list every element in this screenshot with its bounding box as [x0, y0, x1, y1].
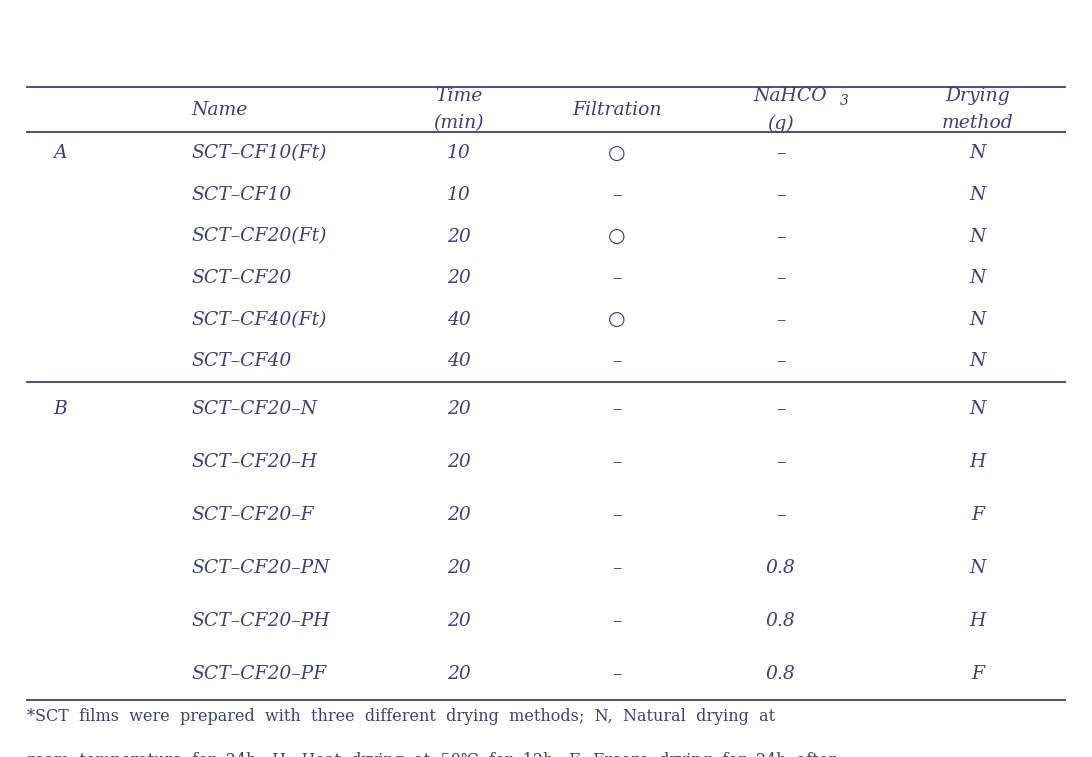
Text: SCT–CF20–H: SCT–CF20–H — [191, 453, 317, 471]
Text: –: – — [776, 228, 785, 245]
Text: 40: 40 — [447, 311, 471, 329]
Text: 20: 20 — [447, 228, 471, 245]
Text: method: method — [941, 114, 1013, 132]
Text: 20: 20 — [447, 453, 471, 471]
Text: B: B — [54, 400, 67, 418]
Text: –: – — [613, 353, 621, 370]
Text: –: – — [776, 506, 785, 524]
Text: 10: 10 — [447, 145, 471, 162]
Text: N: N — [970, 353, 985, 370]
Text: –: – — [776, 453, 785, 471]
Text: Name: Name — [191, 101, 248, 119]
Text: room  temperature  for  24h;  H,  Heat  drying  at  50℃  for  12h;  F,  Freeze  : room temperature for 24h; H, Heat drying… — [27, 752, 836, 757]
Text: NaHCO: NaHCO — [753, 87, 827, 105]
Text: –: – — [613, 269, 621, 287]
Text: –: – — [776, 353, 785, 370]
Text: 20: 20 — [447, 559, 471, 577]
Text: *SCT  films  were  prepared  with  three  different  drying  methods;  N,  Natur: *SCT films were prepared with three diff… — [27, 708, 775, 724]
Text: N: N — [970, 269, 985, 287]
Text: 0.8: 0.8 — [765, 612, 796, 630]
Text: F: F — [971, 506, 984, 524]
Text: ○: ○ — [608, 144, 626, 163]
Text: –: – — [776, 145, 785, 162]
Text: SCT–CF40: SCT–CF40 — [191, 353, 292, 370]
Text: –: – — [613, 400, 621, 418]
Text: SCT–CF20–N: SCT–CF20–N — [191, 400, 317, 418]
Text: 20: 20 — [447, 269, 471, 287]
Text: SCT–CF10: SCT–CF10 — [191, 186, 292, 204]
Text: N: N — [970, 186, 985, 204]
Text: –: – — [613, 559, 621, 577]
Text: –: – — [776, 269, 785, 287]
Text: SCT–CF20–F: SCT–CF20–F — [191, 506, 313, 524]
Text: Drying: Drying — [945, 87, 1010, 105]
Text: Filtration: Filtration — [572, 101, 662, 119]
Text: A: A — [54, 145, 67, 162]
Text: SCT–CF20–PN: SCT–CF20–PN — [191, 559, 330, 577]
Text: –: – — [613, 453, 621, 471]
Text: 20: 20 — [447, 612, 471, 630]
Text: H: H — [970, 453, 985, 471]
Text: SCT–CF40(Ft): SCT–CF40(Ft) — [191, 311, 327, 329]
Text: 3: 3 — [840, 95, 848, 108]
Text: (g): (g) — [768, 114, 794, 132]
Text: 10: 10 — [447, 186, 471, 204]
Text: 20: 20 — [447, 400, 471, 418]
Text: SCT–CF20–PH: SCT–CF20–PH — [191, 612, 330, 630]
Text: –: – — [613, 506, 621, 524]
Text: ○: ○ — [608, 310, 626, 329]
Text: H: H — [970, 612, 985, 630]
Text: 0.8: 0.8 — [765, 559, 796, 577]
Text: N: N — [970, 400, 985, 418]
Text: –: – — [613, 665, 621, 683]
Text: N: N — [970, 145, 985, 162]
Text: ○: ○ — [608, 227, 626, 246]
Text: SCT–CF10(Ft): SCT–CF10(Ft) — [191, 145, 327, 162]
Text: SCT–CF20(Ft): SCT–CF20(Ft) — [191, 228, 327, 245]
Text: SCT–CF20: SCT–CF20 — [191, 269, 292, 287]
Text: (min): (min) — [434, 114, 484, 132]
Text: –: – — [613, 186, 621, 204]
Text: 20: 20 — [447, 665, 471, 683]
Text: SCT–CF20–PF: SCT–CF20–PF — [191, 665, 327, 683]
Text: N: N — [970, 228, 985, 245]
Text: 40: 40 — [447, 353, 471, 370]
Text: –: – — [776, 186, 785, 204]
Text: 20: 20 — [447, 506, 471, 524]
Text: N: N — [970, 559, 985, 577]
Text: –: – — [776, 400, 785, 418]
Text: –: – — [613, 612, 621, 630]
Text: F: F — [971, 665, 984, 683]
Text: Time: Time — [435, 87, 483, 105]
Text: –: – — [776, 311, 785, 329]
Text: N: N — [970, 311, 985, 329]
Text: 0.8: 0.8 — [765, 665, 796, 683]
